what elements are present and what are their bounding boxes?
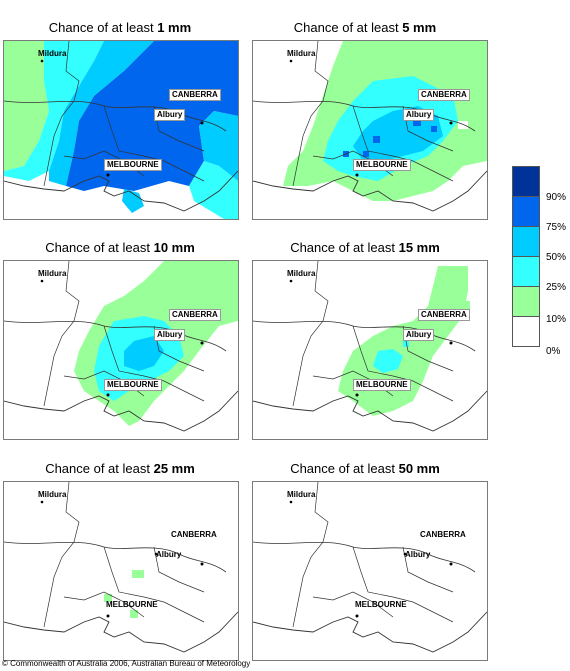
legend-swatch-10 (512, 287, 540, 317)
label-melbourne: MELBOURNE (106, 600, 158, 609)
label-canberra: CANBERRA (418, 89, 470, 101)
label-canberra: CANBERRA (169, 89, 221, 101)
legend-swatch-0 (512, 317, 540, 347)
panel-title-1mm: Chance of at least 1 mm (48, 20, 192, 35)
map-panel-25mm: Mildura CANBERRA Albury MELBOURNE (3, 481, 239, 661)
map-panel-50mm: Mildura CANBERRA Albury MELBOURNE (252, 481, 488, 661)
label-canberra: CANBERRA (418, 309, 470, 321)
panel-title-25mm: Chance of at least 25 mm (45, 461, 195, 476)
label-albury: Albury (403, 329, 435, 341)
label-albury: Albury (405, 550, 431, 559)
rain-probability-map-15mm (253, 261, 487, 439)
panel-title-15mm: Chance of at least 15 mm (290, 240, 440, 255)
label-mildura: Mildura (287, 490, 316, 499)
legend-label-50: 50% (546, 252, 567, 263)
label-melbourne: MELBOURNE (104, 159, 162, 171)
label-canberra: CANBERRA (420, 530, 466, 539)
probability-legend: 90% 75% 50% 25% 10% 0% (512, 166, 566, 357)
panel-title-10mm: Chance of at least 10 mm (45, 240, 195, 255)
legend-label-0: 0% (546, 346, 561, 357)
label-melbourne: MELBOURNE (104, 379, 162, 391)
copyright-notice: © Commonwealth of Australia 2006, Austra… (2, 659, 251, 668)
rain-probability-map-5mm (253, 41, 487, 219)
label-mildura: Mildura (38, 490, 67, 499)
label-mildura: Mildura (287, 49, 316, 58)
rain-probability-map-10mm (4, 261, 238, 439)
label-melbourne: MELBOURNE (355, 600, 407, 609)
label-albury: Albury (154, 109, 186, 121)
label-melbourne: MELBOURNE (353, 379, 411, 391)
map-panel-15mm: Mildura CANBERRA Albury MELBOURNE (252, 260, 488, 440)
legend-label-25: 25% (546, 282, 567, 293)
label-mildura: Mildura (38, 49, 67, 58)
label-canberra: CANBERRA (171, 530, 217, 539)
label-mildura: Mildura (38, 269, 67, 278)
legend-swatch-25 (512, 257, 540, 287)
map-panel-10mm: Mildura CANBERRA Albury MELBOURNE (3, 260, 239, 440)
rain-probability-map-1mm (4, 41, 238, 219)
legend-swatch-50 (512, 227, 540, 257)
rain-probability-map-25mm (4, 482, 238, 660)
label-melbourne: MELBOURNE (353, 159, 411, 171)
legend-label-75: 75% (546, 222, 567, 233)
legend-swatch-90 (512, 166, 540, 197)
label-mildura: Mildura (287, 269, 316, 278)
label-albury: Albury (403, 109, 435, 121)
legend-swatch-75 (512, 197, 540, 227)
label-albury: Albury (156, 550, 182, 559)
label-albury: Albury (154, 329, 186, 341)
map-panel-1mm: Mildura CANBERRA Albury MELBOURNE (3, 40, 239, 220)
legend-label-10: 10% (546, 314, 567, 325)
panel-title-50mm: Chance of at least 50 mm (290, 461, 440, 476)
legend-label-90: 90% (546, 192, 567, 203)
rain-probability-map-50mm (253, 482, 487, 660)
panel-title-5mm: Chance of at least 5 mm (293, 20, 437, 35)
label-canberra: CANBERRA (169, 309, 221, 321)
map-panel-5mm: Mildura CANBERRA Albury MELBOURNE (252, 40, 488, 220)
